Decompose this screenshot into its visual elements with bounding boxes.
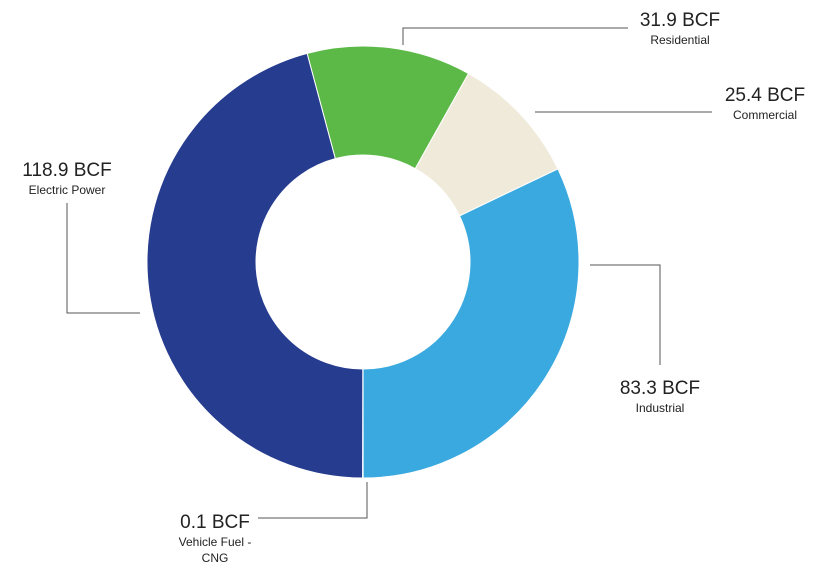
value-label: 0.1 BCF bbox=[180, 512, 250, 533]
value-label: 118.9 BCF bbox=[22, 160, 112, 181]
leader-line bbox=[402, 27, 628, 45]
leader-line bbox=[590, 264, 661, 365]
leader-line bbox=[66, 203, 140, 314]
donut-segment bbox=[362, 168, 580, 479]
data-label: 31.9 BCF Residential bbox=[625, 10, 735, 48]
category-label: Electric Power bbox=[28, 183, 106, 197]
category-label: Industrial bbox=[635, 401, 685, 415]
category-label: Commercial bbox=[732, 108, 797, 122]
data-label: 83.3 BCF Industrial bbox=[605, 378, 715, 416]
data-label: 0.1 BCF Vehicle Fuel - CNG bbox=[160, 512, 270, 566]
value-label: 83.3 BCF bbox=[619, 378, 701, 399]
data-label: 118.9 BCF Electric Power bbox=[12, 160, 122, 198]
category-label: Residential bbox=[650, 33, 710, 47]
category-label: Vehicle Fuel - CNG bbox=[178, 535, 252, 565]
data-label: 25.4 BCF Commercial bbox=[710, 85, 820, 123]
value-label: 31.9 BCF bbox=[639, 10, 721, 31]
donut-segment bbox=[146, 52, 364, 479]
leader-line bbox=[258, 482, 368, 519]
value-label: 25.4 BCF bbox=[724, 85, 806, 106]
